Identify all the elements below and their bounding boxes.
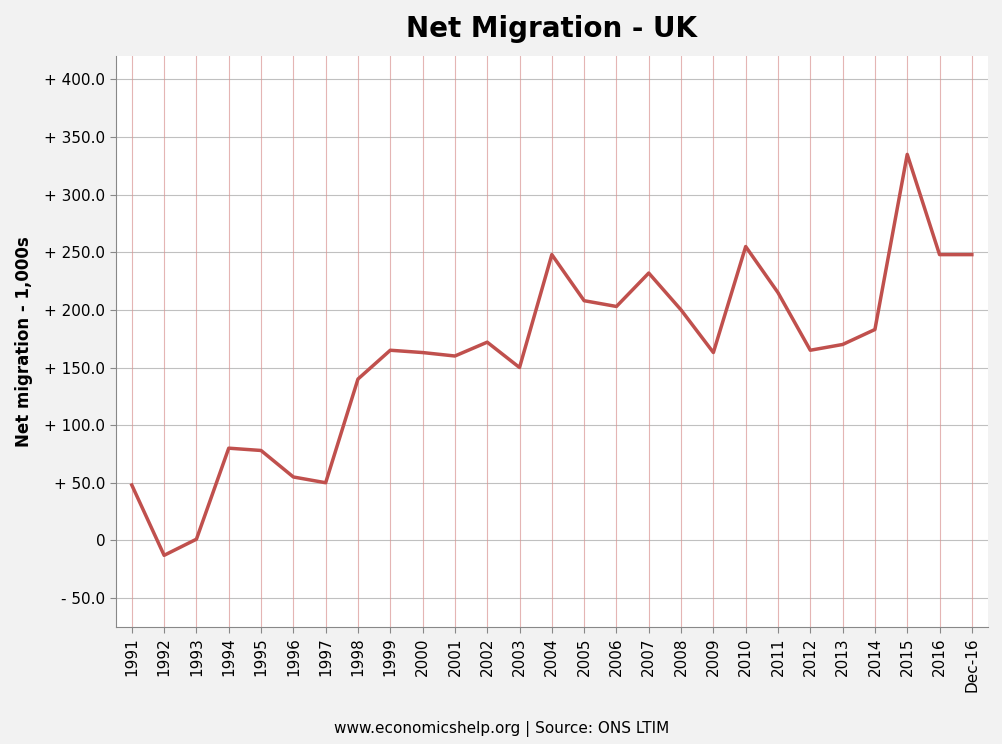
Title: Net Migration - UK: Net Migration - UK (406, 15, 696, 43)
Text: www.economicshelp.org | Source: ONS LTIM: www.economicshelp.org | Source: ONS LTIM (334, 721, 668, 737)
Y-axis label: Net migration - 1,000s: Net migration - 1,000s (15, 237, 33, 447)
